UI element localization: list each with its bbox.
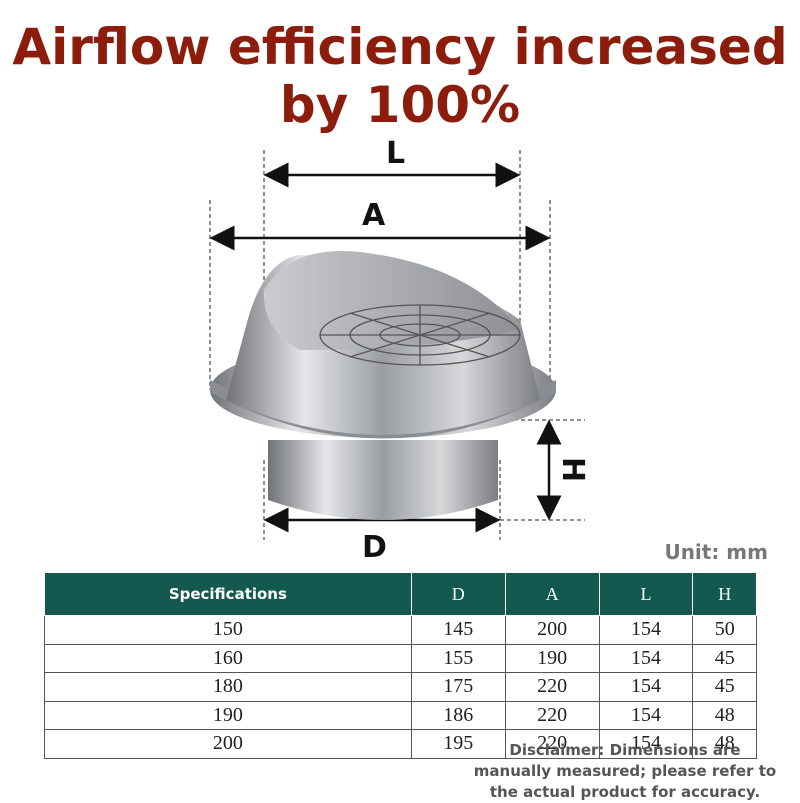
table-body: 150 145 200 154 50 160 155 190 154 45 180 175 220 154… (44, 615, 757, 759)
product-drawing (209, 150, 585, 540)
column-header: H (692, 572, 757, 616)
column-header: Specifications (44, 572, 412, 616)
disclaimer: Disclaimer: Dimensions are manually meas… (473, 741, 777, 801)
dimension-label: A (362, 198, 386, 233)
table-row: 200 195 220 154 48 (44, 729, 757, 759)
table-cell: 48 (692, 729, 757, 759)
dimension-label: D (362, 530, 387, 565)
table-cell: 190 (44, 700, 412, 730)
table-row: 180 175 220 154 45 (44, 672, 757, 702)
table-cell: 150 (44, 615, 412, 645)
spec-table: Specifications D A L H 150 145 200 154 50 160 155 1… (44, 572, 757, 759)
table-row: 190 186 220 154 48 (44, 700, 757, 730)
column-header: A (504, 572, 600, 616)
table-cell: 154 (598, 615, 694, 645)
table-cell: 45 (692, 672, 757, 702)
table-cell: 220 (504, 729, 600, 759)
table-cell: 195 (410, 729, 506, 759)
header-row: Specifications D A L H (44, 572, 757, 616)
table-row: 150 145 200 154 50 (44, 615, 757, 645)
table-cell: 145 (410, 615, 506, 645)
table-cell: 50 (692, 615, 757, 645)
table-cell: 160 (44, 643, 412, 673)
title-line: by 100% (279, 76, 521, 134)
table-row: 160 155 190 154 45 (44, 643, 757, 673)
table-cell: 180 (44, 672, 412, 702)
dimension-label: L (386, 136, 406, 171)
table-cell: 154 (598, 729, 694, 759)
table-cell: 200 (44, 729, 412, 759)
table-cell: 154 (598, 643, 694, 673)
unit-label: Unit: mm (664, 540, 768, 564)
table-cell: 155 (410, 643, 506, 673)
table-cell: 220 (504, 672, 600, 702)
table-cell: 154 (598, 672, 694, 702)
table-cell: 45 (692, 643, 757, 673)
table-cell: 200 (504, 615, 600, 645)
table-cell: 175 (410, 672, 506, 702)
table-cell: 190 (504, 643, 600, 673)
column-header: L (598, 572, 694, 616)
dimension-label: H (555, 456, 591, 483)
column-header: D (410, 572, 506, 616)
table-cell: 48 (692, 700, 757, 730)
title-line: Airflow efficiency increased (12, 18, 788, 76)
table-cell: 154 (598, 700, 694, 730)
table-cell: 220 (504, 700, 600, 730)
table-cell: 186 (410, 700, 506, 730)
